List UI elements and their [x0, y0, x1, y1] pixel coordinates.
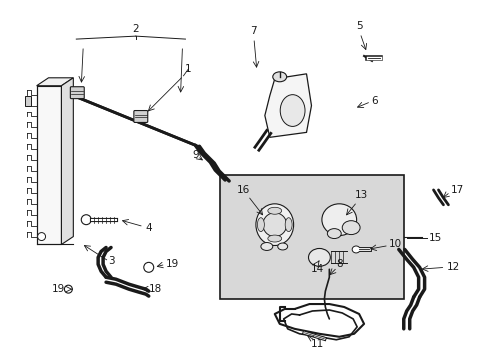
- Ellipse shape: [255, 204, 293, 246]
- Text: 15: 15: [427, 233, 441, 243]
- Ellipse shape: [267, 207, 281, 214]
- FancyBboxPatch shape: [70, 87, 84, 99]
- Polygon shape: [37, 86, 61, 244]
- Ellipse shape: [342, 221, 359, 235]
- Text: 16: 16: [236, 185, 249, 195]
- Ellipse shape: [326, 229, 341, 239]
- Polygon shape: [264, 74, 311, 137]
- Text: 5: 5: [355, 21, 362, 31]
- Text: 14: 14: [310, 264, 324, 274]
- Text: 4: 4: [145, 222, 152, 233]
- Text: 10: 10: [388, 239, 401, 249]
- Text: 3: 3: [107, 256, 114, 266]
- Ellipse shape: [260, 243, 272, 251]
- Text: 1: 1: [185, 64, 191, 74]
- Text: 2: 2: [132, 24, 139, 34]
- Ellipse shape: [351, 246, 359, 253]
- Text: 6: 6: [370, 96, 377, 105]
- Ellipse shape: [285, 218, 291, 231]
- Ellipse shape: [257, 218, 264, 231]
- Text: 12: 12: [446, 262, 459, 272]
- Text: 8: 8: [335, 259, 342, 269]
- Bar: [220, 175, 403, 299]
- Polygon shape: [61, 78, 73, 244]
- Text: 13: 13: [354, 190, 367, 200]
- Text: 19: 19: [165, 259, 179, 269]
- Ellipse shape: [321, 204, 356, 235]
- FancyBboxPatch shape: [134, 111, 147, 122]
- Text: 7: 7: [249, 26, 256, 36]
- Circle shape: [263, 213, 286, 237]
- Polygon shape: [37, 78, 73, 86]
- Ellipse shape: [272, 72, 286, 82]
- Polygon shape: [25, 96, 31, 105]
- Circle shape: [38, 233, 45, 240]
- Text: 17: 17: [449, 185, 463, 195]
- Text: 9: 9: [192, 150, 198, 160]
- Text: 19: 19: [51, 284, 64, 294]
- Text: 11: 11: [310, 339, 324, 349]
- Ellipse shape: [308, 248, 330, 266]
- Ellipse shape: [277, 243, 287, 250]
- Circle shape: [81, 215, 91, 225]
- Text: 18: 18: [149, 284, 162, 294]
- Ellipse shape: [267, 235, 281, 242]
- Ellipse shape: [280, 95, 305, 126]
